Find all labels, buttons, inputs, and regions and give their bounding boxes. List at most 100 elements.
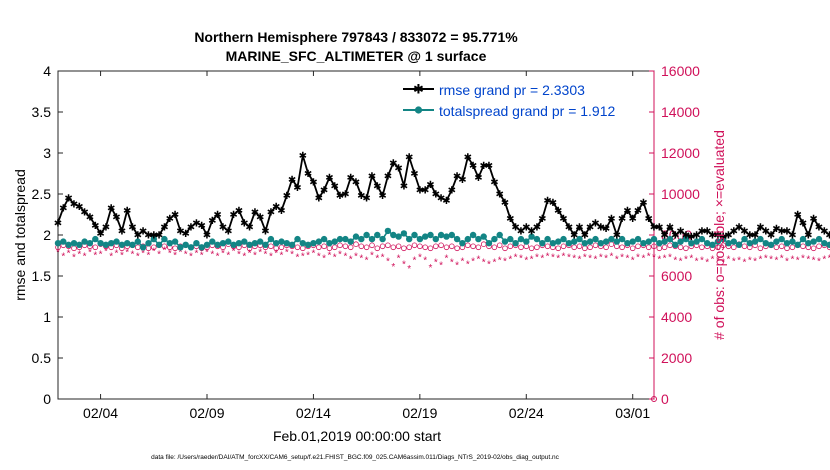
spread-point [821,240,828,247]
obs-possible-point [432,243,439,250]
obs-possible-point [629,245,636,252]
spread-point [730,238,737,245]
spread-point [805,240,812,247]
spread-point [283,240,290,247]
obs-evaluated-point: * [758,255,762,266]
spread-point [586,238,594,245]
spread-point [65,241,72,248]
obs-evaluated-point: * [530,255,534,266]
rmse-point: ✱ [570,231,578,242]
obs-evaluated-point: * [737,256,741,267]
spread-point [602,238,610,245]
obs-evaluated-point: * [242,252,246,263]
spread-point [725,240,732,247]
spread-point [267,235,275,243]
spread-point [166,240,173,247]
rmse-point: ✱ [325,173,333,184]
spread-point [108,240,115,247]
obs-evaluated-point: * [232,246,236,257]
obs-evaluated-point: * [221,248,225,259]
rmse-point: ✱ [527,227,535,238]
obs-evaluated-point: * [625,254,629,265]
obs-possible-point [560,243,567,250]
spread-point [661,238,668,245]
spread-point [374,231,381,239]
obs-possible-point [544,243,551,250]
obs-possible-point [528,245,535,252]
obs-evaluated-point: * [402,260,406,271]
rmse-point: ✱ [426,180,434,191]
obs-possible-point [374,245,381,252]
axis-ticks: 02/04 02/09 02/14 02/19 02/24 03/01 0 0.5 1 1.5 2 2… [32,63,701,421]
spread-point [464,235,471,243]
rmse-point: ✱ [118,227,126,238]
obs-evaluated-point: * [562,252,566,263]
rmse-point: ✱ [575,222,583,233]
rmse-point: ✱ [86,213,94,224]
obs-possible-point [470,243,476,250]
spread-point [320,235,328,243]
obs-possible-point [406,244,413,251]
obs-evaluated-point: * [727,255,731,266]
rmse-point: ✱ [618,214,626,225]
spread-point [693,238,700,245]
spread-point [198,244,205,251]
rmse-point: ✱ [687,232,695,243]
rmse-point: ✱ [501,198,509,209]
obs-evaluated-point: * [476,255,480,266]
spread-point [235,240,243,247]
obs-possible-point [534,244,540,251]
obs-evaluated-point: * [375,254,379,265]
obs-evaluated-point: * [535,253,539,264]
spread-point [427,231,434,239]
spread-point [219,240,227,247]
rmse-point: ✱ [59,204,67,215]
spread-point [560,235,567,243]
obs-evaluated-point: * [115,248,119,259]
y-right-tick-label: 0 [661,391,669,407]
spread-point [767,241,775,248]
obs-possible-point [496,242,503,249]
obs-evaluated-point: * [615,255,619,266]
obs-evaluated-point: * [780,254,784,265]
spread-point [134,238,141,245]
spread-point [469,231,477,239]
spread-point [315,238,322,245]
obs-evaluated-point: * [93,251,97,262]
spread-point [251,240,259,247]
obs-possible-point [475,244,482,251]
obs-evaluated-point: * [817,257,821,268]
rmse-point: ✱ [256,213,264,224]
obs-possible-point [331,244,338,251]
spread-point [544,235,551,243]
spread-point [810,238,817,245]
spread-point [304,241,312,248]
obs-evaluated-point: * [439,261,443,272]
spread-point [453,235,461,243]
obs-evaluated-point: * [317,252,321,263]
rmse-point: ✱ [666,222,674,233]
rmse-point: ✱ [448,186,456,197]
spread-point [60,238,67,245]
obs-evaluated-point: * [72,253,76,264]
obs-possible-point [347,244,354,251]
obs-possible-point [810,245,817,252]
spread-point [310,240,317,247]
spread-point [815,235,823,243]
spread-point [246,241,253,248]
obs-evaluated-point: * [327,251,331,262]
rmse-point: ✱ [219,222,227,233]
obs-evaluated-point: * [588,254,592,265]
rmse-point: ✱ [698,227,706,238]
rmse-point: ✱ [421,186,429,197]
obs-possible-point [661,244,668,251]
spread-point [54,240,62,247]
rmse-point: ✱ [235,206,243,217]
obs-possible-point [603,244,609,251]
spread-point [656,240,663,247]
obs-possible-point [656,245,663,252]
rmse-point: ✱ [267,208,275,219]
spread-point [81,238,88,245]
spread-point [773,238,780,245]
spread-point [368,235,376,243]
